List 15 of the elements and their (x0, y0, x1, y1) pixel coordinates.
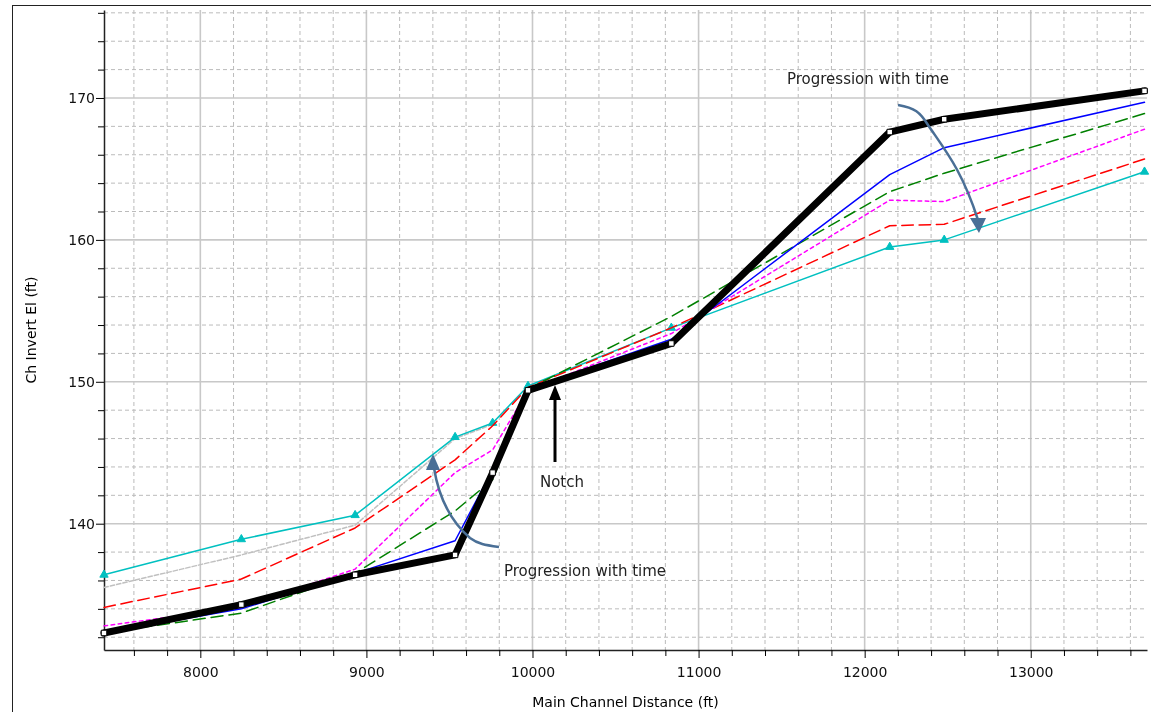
y-tick-label: 150 (68, 373, 95, 390)
x-axis-title: Main Channel Distance (ft) (532, 694, 719, 710)
y-axis-title: Ch Invert El (ft) (23, 276, 39, 384)
annotation: Progression with time (786, 70, 950, 88)
x-tick-label: 11000 (676, 664, 722, 681)
x-tick-label: 8000 (183, 664, 219, 681)
y-tick-label: 160 (68, 231, 95, 248)
x-tick-label: 13000 (1008, 664, 1054, 681)
x-tick-label: 10000 (510, 664, 556, 681)
x-tick-label: 12000 (842, 664, 888, 681)
annotation: Progression with time (503, 562, 667, 580)
annotation: Notch (539, 473, 585, 491)
y-tick-label: 140 (68, 515, 95, 532)
y-tick-label: 170 (68, 89, 95, 106)
x-tick-label: 9000 (349, 664, 385, 681)
